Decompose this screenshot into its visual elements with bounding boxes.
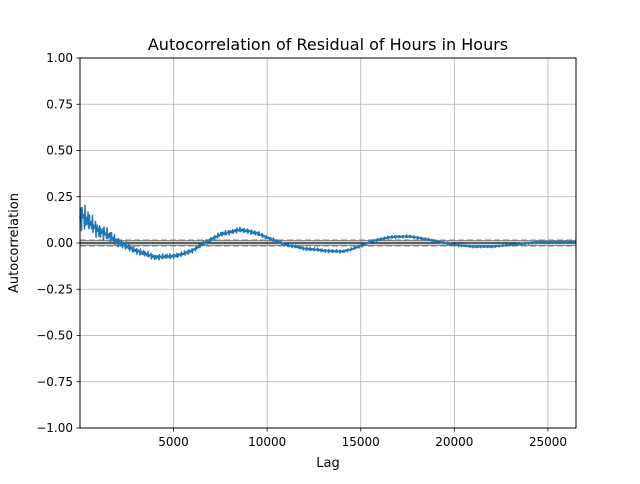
x-axis-label: Lag	[316, 456, 339, 471]
y-tick-label: 0.25	[46, 190, 73, 204]
y-tick-label: −0.25	[36, 282, 73, 296]
y-tick-label: 0.75	[46, 97, 73, 111]
y-tick-label: −0.50	[36, 329, 73, 343]
y-tick-label: 0.00	[46, 236, 73, 250]
x-tick-label: 15000	[342, 435, 380, 449]
y-tick-label: −0.75	[36, 375, 73, 389]
x-tick-label: 20000	[435, 435, 473, 449]
x-tick-label: 5000	[158, 435, 189, 449]
y-axis-label: Autocorrelation	[7, 193, 22, 293]
y-tick-label: 0.50	[46, 144, 73, 158]
x-tick-label: 25000	[529, 435, 567, 449]
x-tick-label: 10000	[248, 435, 286, 449]
y-tick-label: −1.00	[36, 421, 73, 435]
chart-title: Autocorrelation of Residual of Hours in …	[148, 35, 508, 54]
y-tick-label: 1.00	[46, 51, 73, 65]
